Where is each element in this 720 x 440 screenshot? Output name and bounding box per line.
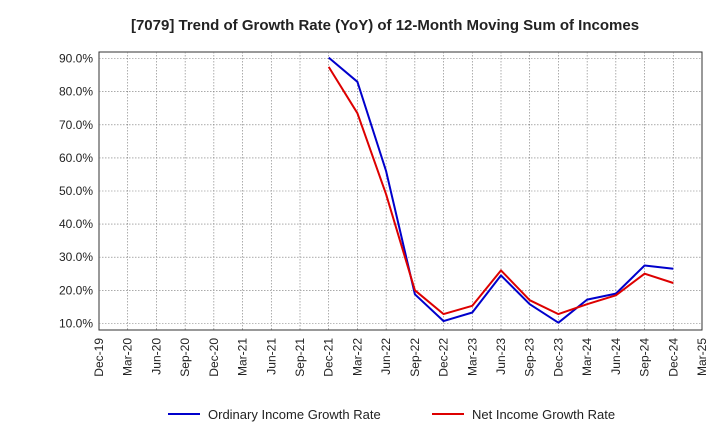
x-tick-label: Jun-21 xyxy=(264,338,278,375)
x-tick-label: Mar-25 xyxy=(695,338,709,376)
y-tick-label: 30.0% xyxy=(59,250,93,264)
x-tick-label: Sep-22 xyxy=(408,338,422,377)
ordinary-income-growth-line xyxy=(328,56,674,324)
legend-ordinary-income-label: Ordinary Income Growth Rate xyxy=(208,407,381,422)
x-tick-label: Dec-21 xyxy=(322,338,336,377)
x-tick-label: Mar-21 xyxy=(236,338,250,376)
x-tick-label: Sep-20 xyxy=(178,338,192,377)
x-tick-label: Mar-24 xyxy=(580,338,594,376)
x-tick-label: Sep-21 xyxy=(293,338,307,377)
x-tick-label: Mar-20 xyxy=(121,338,135,376)
x-tick-label: Dec-19 xyxy=(92,338,106,377)
x-tick-label: Dec-22 xyxy=(437,338,451,377)
x-tick-label: Mar-23 xyxy=(465,338,479,376)
x-tick-label: Sep-24 xyxy=(638,338,652,377)
y-tick-label: 90.0% xyxy=(59,52,93,66)
plot-area: Dec-19 Mar-20 Jun-20 Sep-20 Dec-20 Mar-21 Jun-… xyxy=(59,51,709,377)
x-tick-label: Sep-23 xyxy=(523,338,537,377)
y-tick-label: 50.0% xyxy=(59,184,93,198)
net-income-growth-line xyxy=(327,66,674,316)
y-tick-label: 40.0% xyxy=(59,217,93,231)
x-tick-label: Dec-24 xyxy=(666,338,680,377)
legend-net-income-label: Net Income Growth Rate xyxy=(472,407,615,422)
y-tick-label: 10.0% xyxy=(59,316,93,330)
x-tick-label: Dec-23 xyxy=(551,338,565,377)
y-tick-label: 60.0% xyxy=(59,151,93,165)
x-tick-label: Jun-22 xyxy=(379,338,393,375)
x-tick-label: Dec-20 xyxy=(207,338,221,377)
y-tick-label: 70.0% xyxy=(59,118,93,132)
x-tick-label: Jun-24 xyxy=(609,338,623,375)
x-tick-label: Jun-23 xyxy=(494,338,508,375)
y-tick-label: 20.0% xyxy=(59,283,93,297)
legend: Ordinary Income Growth Rate Net Income Gr… xyxy=(168,407,615,422)
y-tick-label: 80.0% xyxy=(59,85,93,99)
chart-title: [7079] Trend of Growth Rate (YoY) of 12-… xyxy=(131,17,639,34)
x-tick-label: Jun-20 xyxy=(149,338,163,375)
x-tick-label: Mar-22 xyxy=(350,338,364,376)
